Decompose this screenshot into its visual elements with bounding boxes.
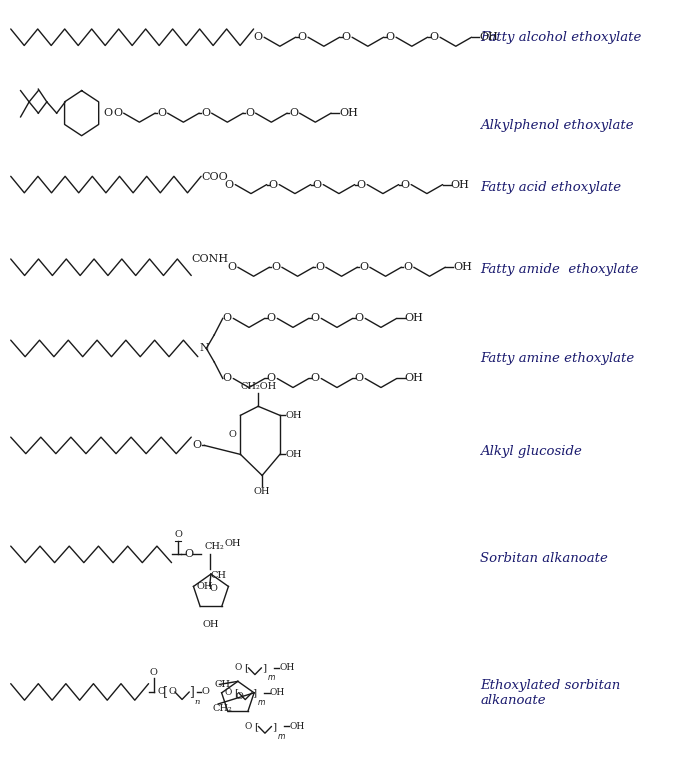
Text: O: O xyxy=(298,32,306,43)
Text: O: O xyxy=(342,32,351,43)
Text: O: O xyxy=(315,262,324,272)
Text: O: O xyxy=(210,584,217,594)
Text: m: m xyxy=(257,698,265,707)
Text: O: O xyxy=(157,108,166,118)
Text: m: m xyxy=(268,673,274,682)
Text: O: O xyxy=(357,179,366,189)
Text: O: O xyxy=(150,668,158,677)
Text: O: O xyxy=(311,313,320,323)
Text: O: O xyxy=(403,262,413,272)
Text: Fatty alcohol ethoxylate: Fatty alcohol ethoxylate xyxy=(480,30,642,44)
Text: OH: OH xyxy=(286,450,302,459)
Text: Fatty amide  ethoxylate: Fatty amide ethoxylate xyxy=(480,263,639,276)
Text: O: O xyxy=(113,108,123,118)
Text: OH: OH xyxy=(339,108,358,118)
Text: O: O xyxy=(227,262,236,272)
Text: O: O xyxy=(235,692,243,701)
Text: O: O xyxy=(201,108,210,118)
Text: OH: OH xyxy=(224,540,240,549)
Text: O: O xyxy=(168,688,176,696)
Text: O: O xyxy=(223,313,232,323)
Text: OH: OH xyxy=(289,722,304,731)
Text: ]: ] xyxy=(262,663,266,673)
Text: O: O xyxy=(289,108,298,118)
Text: O: O xyxy=(201,688,209,696)
Text: Sorbitan alkanoate: Sorbitan alkanoate xyxy=(480,552,608,565)
Text: O: O xyxy=(244,722,252,731)
Text: O: O xyxy=(223,373,232,384)
Text: CH: CH xyxy=(215,680,230,689)
Text: OH: OH xyxy=(197,582,213,591)
Text: OH: OH xyxy=(479,32,498,43)
Text: O: O xyxy=(430,32,439,43)
Text: O: O xyxy=(311,373,320,384)
Text: CH₂: CH₂ xyxy=(204,543,224,552)
Text: Alkylphenol ethoxylate: Alkylphenol ethoxylate xyxy=(480,119,634,132)
Text: Fatty amine ethoxylate: Fatty amine ethoxylate xyxy=(480,353,634,366)
Text: O: O xyxy=(234,663,242,673)
Text: O: O xyxy=(269,179,278,189)
Text: C: C xyxy=(157,688,165,696)
Text: N: N xyxy=(200,344,210,353)
Text: O: O xyxy=(385,32,395,43)
Text: n: n xyxy=(195,698,200,706)
Text: Alkyl glucoside: Alkyl glucoside xyxy=(480,445,582,458)
Text: O: O xyxy=(360,262,368,272)
Text: [: [ xyxy=(163,686,168,698)
Text: m: m xyxy=(277,732,285,741)
Text: CH₂OH: CH₂OH xyxy=(240,382,276,391)
Text: OH: OH xyxy=(279,663,294,673)
Text: O: O xyxy=(313,179,322,189)
Text: OH: OH xyxy=(405,373,424,384)
Text: O: O xyxy=(271,262,281,272)
Text: COO: COO xyxy=(201,172,228,182)
Text: O: O xyxy=(245,108,254,118)
Text: OH: OH xyxy=(451,179,469,189)
Text: [: [ xyxy=(234,689,238,698)
Text: O: O xyxy=(267,373,276,384)
Text: O: O xyxy=(267,313,276,323)
Text: O: O xyxy=(253,32,263,43)
Text: Ethoxylated sorbitan
alkanoate: Ethoxylated sorbitan alkanoate xyxy=(480,679,620,708)
Text: OH: OH xyxy=(286,411,302,420)
Text: ]: ] xyxy=(253,689,257,698)
Text: CH₂: CH₂ xyxy=(213,704,233,713)
Text: O: O xyxy=(185,549,194,559)
Text: ]: ] xyxy=(189,686,194,698)
Text: OH: OH xyxy=(254,487,270,496)
Text: [: [ xyxy=(254,722,258,731)
Text: OH: OH xyxy=(203,620,219,629)
Text: O: O xyxy=(355,373,364,384)
Text: ]: ] xyxy=(272,722,276,731)
Text: O: O xyxy=(104,108,112,118)
Text: Fatty acid ethoxylate: Fatty acid ethoxylate xyxy=(480,181,621,194)
Text: [: [ xyxy=(244,663,248,673)
Text: O: O xyxy=(192,440,201,451)
Text: OH: OH xyxy=(405,313,424,323)
Text: O: O xyxy=(229,430,236,439)
Text: O: O xyxy=(400,179,410,189)
Text: OH: OH xyxy=(270,689,285,698)
Text: O: O xyxy=(174,530,182,540)
Text: CH: CH xyxy=(210,571,226,580)
Text: CONH: CONH xyxy=(191,255,228,264)
Text: O: O xyxy=(225,179,234,189)
Text: OH: OH xyxy=(453,262,472,272)
Text: O: O xyxy=(355,313,364,323)
Text: O: O xyxy=(225,689,232,698)
